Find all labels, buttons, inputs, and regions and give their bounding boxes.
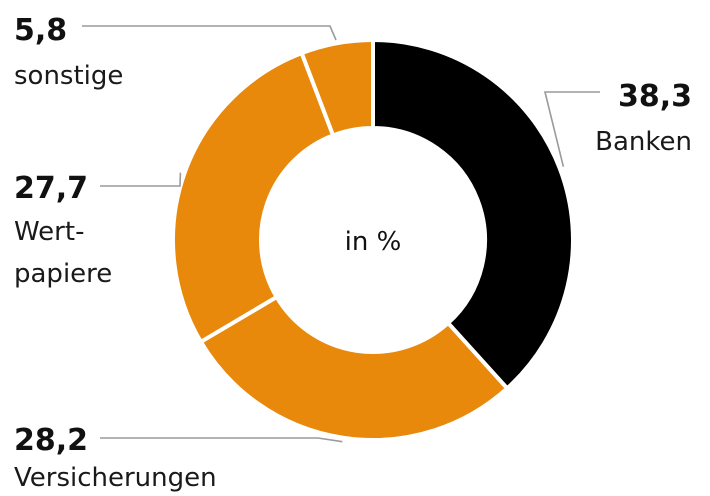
slice-versicherungen: [198, 294, 510, 442]
category-label-versicherungen: Versicherungen: [14, 463, 217, 493]
center-label: in %: [345, 227, 402, 257]
category-label-sonstige: sonstige: [14, 61, 123, 91]
category-label-banken: Banken: [595, 127, 692, 157]
leader-lines: [82, 25, 600, 443]
slice-sonstige: [299, 37, 375, 138]
leader-line-sonstige: [82, 25, 337, 41]
slice-wertpapiere: [171, 50, 336, 345]
donut-slices: [171, 37, 575, 442]
category-label-wertpapiere-line2: papiere: [14, 259, 112, 289]
value-label-versicherungen: 28,2: [14, 423, 88, 458]
category-label-wertpapiere-line1: Wert-: [14, 217, 84, 247]
value-label-wertpapiere: 27,7: [14, 171, 88, 206]
value-label-banken: 38,3: [618, 79, 692, 114]
leader-line-banken: [543, 91, 600, 167]
slice-banken: [371, 37, 575, 392]
leader-line-versicherungen: [100, 437, 343, 443]
value-label-sonstige: 5,8: [14, 13, 67, 48]
leader-line-wertpapiere: [100, 172, 182, 187]
